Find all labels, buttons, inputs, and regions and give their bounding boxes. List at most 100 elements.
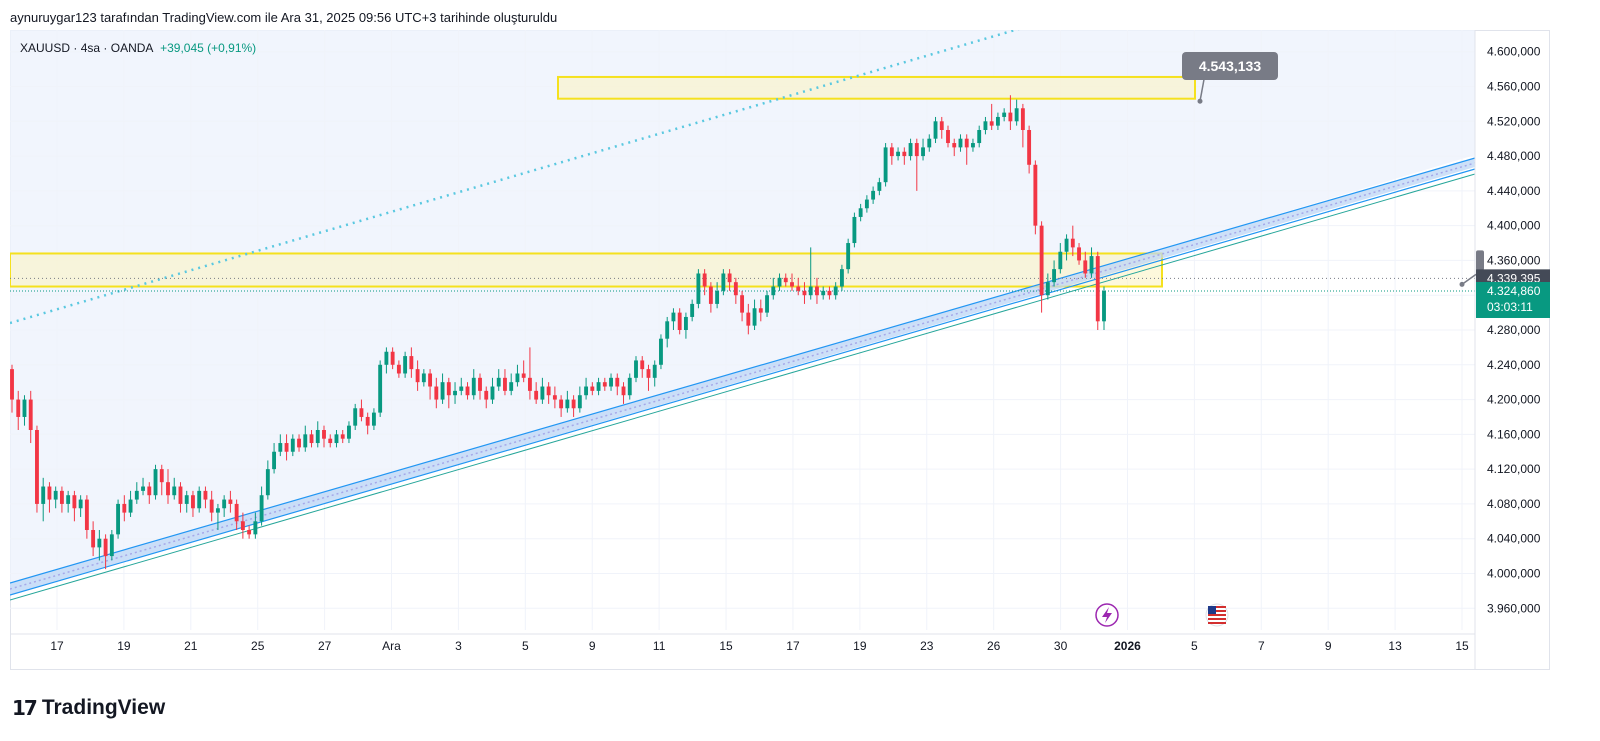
tradingview-mark-icon: 17 — [12, 696, 38, 720]
candle-body — [415, 369, 420, 383]
candle-body — [864, 199, 869, 209]
candle-body — [1045, 282, 1050, 296]
last-price-tag — [1476, 281, 1550, 318]
candle-body — [827, 290, 832, 296]
candle-body — [290, 438, 295, 452]
candle-body — [122, 503, 127, 513]
candle-body — [958, 138, 963, 148]
candle-body — [172, 486, 177, 496]
candle-body — [1083, 260, 1088, 274]
chart-drawings — [10, 30, 1476, 601]
candle-body — [103, 538, 108, 557]
candle-body — [609, 377, 613, 387]
candle-body — [671, 312, 676, 322]
yellow-zone — [10, 252, 1163, 288]
candle-body — [933, 121, 938, 139]
candle-body — [353, 408, 358, 426]
candle-body — [459, 386, 464, 391]
y-tick-label: 4.520,000 — [1487, 114, 1541, 128]
candle-body — [484, 390, 489, 400]
flag-stripe — [1208, 614, 1226, 616]
candle-body — [515, 373, 520, 383]
flag-stripe — [1208, 610, 1226, 612]
candle-body — [821, 290, 826, 296]
candle-body — [896, 151, 901, 157]
candle-body — [10, 369, 14, 400]
candle-body — [1052, 269, 1057, 283]
candle-body — [1064, 238, 1069, 252]
x-tick-label: 5 — [522, 639, 529, 653]
candle-body — [440, 382, 445, 400]
candle-body — [347, 425, 351, 439]
candle-body — [334, 434, 339, 444]
candle-body — [634, 360, 638, 378]
candle-body — [740, 295, 745, 313]
candle-body — [16, 399, 21, 417]
candle-body — [41, 486, 46, 504]
candle-body — [995, 116, 1000, 126]
candle-body — [35, 430, 39, 504]
candle-body — [159, 469, 164, 483]
candle-body — [858, 208, 863, 217]
candle-body — [141, 486, 145, 491]
candle-body — [465, 386, 470, 396]
candle-body — [1039, 225, 1044, 296]
candle-body — [602, 382, 607, 387]
yellow-zone — [557, 75, 1196, 100]
candle-body — [914, 143, 919, 157]
candle-body — [403, 356, 408, 374]
candle-body — [683, 316, 688, 330]
candle-body — [322, 430, 326, 439]
candle-body — [178, 486, 183, 504]
x-tick-label: 2026 — [1114, 639, 1141, 653]
candle-body — [303, 434, 308, 448]
candle-body — [971, 143, 975, 148]
candle-body — [28, 399, 33, 430]
candle-body — [727, 273, 732, 283]
y-tick-label: 4.280,000 — [1487, 323, 1541, 337]
candle-body — [815, 286, 819, 296]
candle-body — [22, 399, 27, 417]
x-tick-label: 19 — [117, 639, 131, 653]
candle-body — [128, 499, 133, 513]
callout-anchor — [1197, 98, 1203, 104]
us-economic-event-icon[interactable] — [1205, 603, 1229, 627]
dividend-event-icon[interactable] — [1095, 603, 1119, 627]
candle-body — [109, 534, 114, 557]
lightning-icon — [1102, 607, 1112, 623]
candle-body — [396, 364, 401, 374]
candle-body — [259, 495, 264, 522]
candle-body — [646, 369, 651, 378]
candle-body — [446, 382, 451, 396]
candle-body — [1033, 164, 1038, 226]
symbol-legend[interactable]: XAUUSD · 4sa · OANDA +39,045 (+0,91%) — [20, 41, 256, 55]
candle-body — [315, 430, 320, 444]
candles — [10, 95, 1106, 570]
candle-body — [496, 377, 501, 387]
candle-body — [209, 499, 214, 513]
x-tick-label: 21 — [184, 639, 198, 653]
channel-upper-line — [10, 157, 1476, 584]
candle-body — [758, 308, 763, 313]
candle-body — [203, 490, 208, 500]
candle-body — [983, 121, 988, 130]
x-tick-label: 15 — [719, 639, 733, 653]
tradingview-logo[interactable]: 17 TradingView — [12, 696, 165, 720]
candle-body — [434, 386, 439, 400]
candle-body — [59, 490, 64, 504]
crosshair-price-text: 4.339,395 — [1487, 271, 1541, 285]
countdown-text: 03:03:11 — [1487, 300, 1533, 314]
x-tick-label: 27 — [318, 639, 332, 653]
candlestick-chart[interactable]: 3.960,000 4.000,000 4.040,000 4.080,000 4.12… — [10, 30, 1550, 670]
candle-body — [921, 147, 925, 157]
candle-body — [977, 130, 982, 144]
candle-body — [877, 182, 882, 191]
tradingview-wordmark: TradingView — [41, 696, 166, 719]
candle-body — [272, 451, 277, 470]
candle-body — [559, 399, 564, 409]
callout-price: 4.543,133 — [1199, 58, 1261, 74]
flag-stripe — [1208, 618, 1226, 620]
candle-body — [328, 438, 333, 444]
candle-body — [964, 138, 969, 148]
